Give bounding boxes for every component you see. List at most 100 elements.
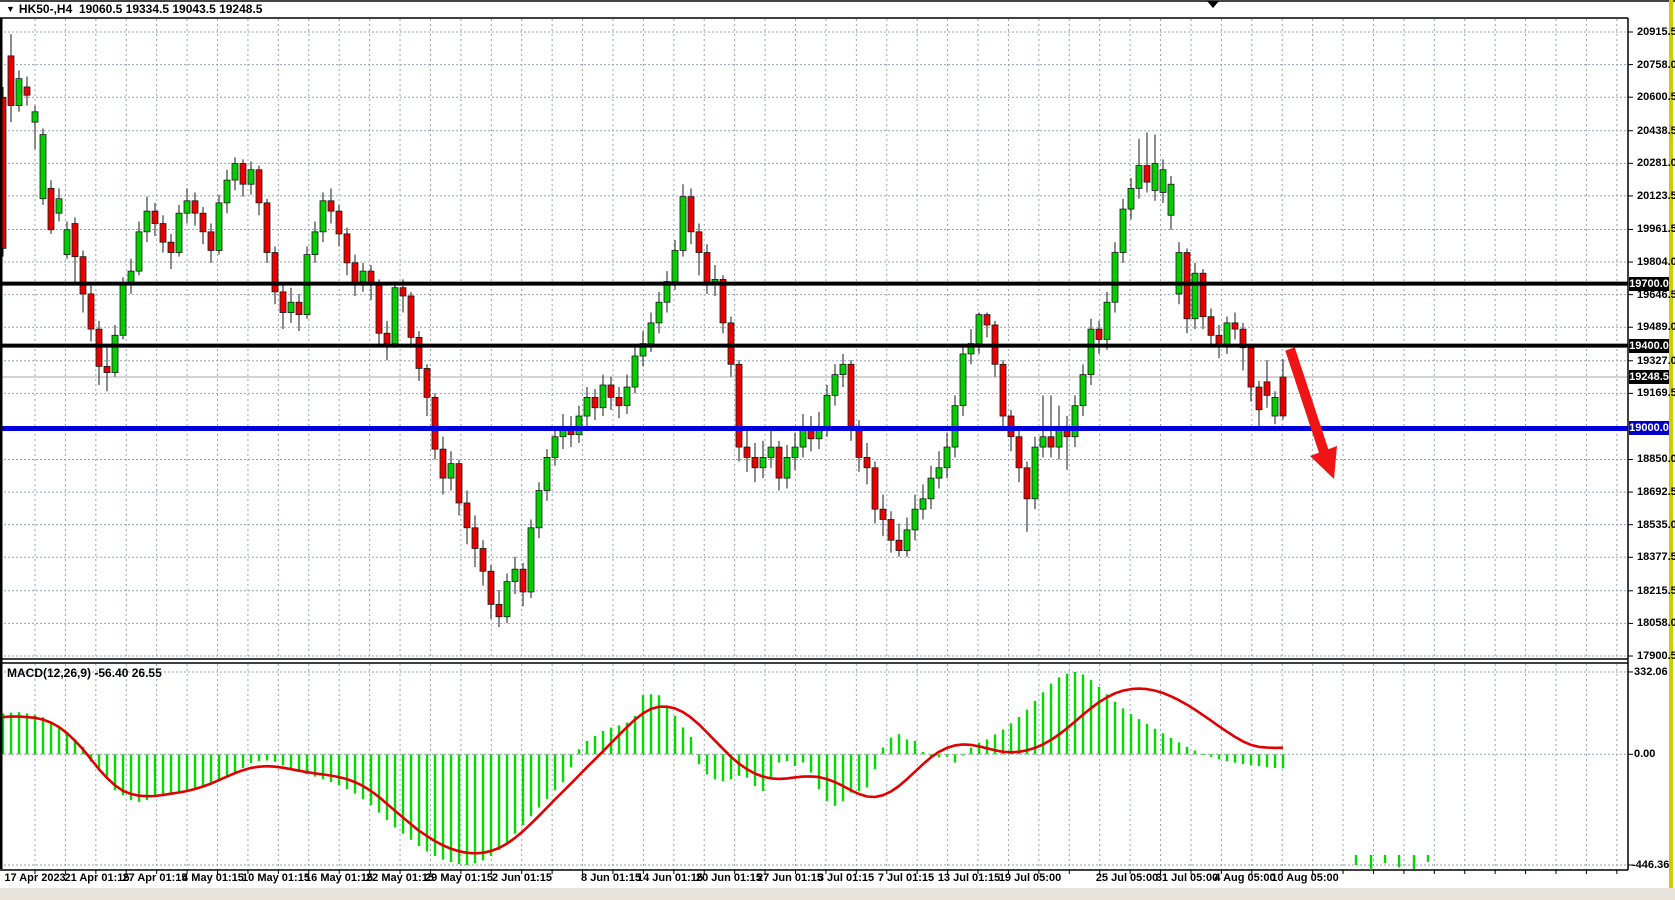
macd-hist-bar <box>785 754 789 761</box>
macd-hist-bar <box>817 754 821 790</box>
candle <box>879 508 887 520</box>
macd-hist-bar <box>825 754 829 801</box>
date-axis-label: 20 Jun 01:15 <box>695 872 763 884</box>
macd-hist-bar <box>305 754 309 775</box>
macd-axis-label: 332.06 <box>1634 665 1668 678</box>
candle <box>1151 163 1159 191</box>
candle <box>527 527 535 593</box>
macd-hist-bar <box>569 754 573 768</box>
title-bar: ▼ HK50-,H4 19060.5 19334.5 19043.5 19248.… <box>6 2 262 16</box>
candle <box>39 134 47 200</box>
candle <box>551 436 559 458</box>
symbol-dropdown-icon[interactable]: ▼ <box>6 4 15 14</box>
candle <box>455 463 463 504</box>
macd-hist-bar <box>105 754 109 780</box>
macd-hist-bar <box>97 754 101 771</box>
macd-hist-bar <box>609 727 613 755</box>
macd-hist-bar <box>273 754 277 762</box>
macd-hist-bar <box>537 754 541 808</box>
macd-hist-bar <box>169 754 173 794</box>
macd-hist-bar <box>729 754 733 780</box>
macd-hist-bar <box>937 754 941 758</box>
macd-hist-bar <box>1129 714 1133 755</box>
candle <box>15 78 23 106</box>
macd-hist-bar <box>577 749 581 755</box>
macd-axis-label: 0.00 <box>1634 748 1656 761</box>
macd-hist-bar <box>889 737 893 755</box>
macd-hist-bar <box>713 754 717 780</box>
candle <box>143 210 151 233</box>
candle <box>495 603 503 618</box>
candle <box>151 210 159 224</box>
down-arrow[interactable] <box>1285 347 1329 454</box>
candle <box>1279 376 1287 417</box>
date-axis-label: 19 Jul 05:00 <box>998 872 1062 884</box>
macd-hist-bar <box>1201 753 1205 755</box>
candle <box>231 163 239 181</box>
date-axis-label: 22 May 01:15 <box>366 872 434 884</box>
level-price-tag: 19000.0 <box>1629 421 1669 436</box>
candle <box>591 396 599 409</box>
macd-hist-bar <box>41 717 45 755</box>
date-axis-label: 4 Aug 05:00 <box>1214 872 1276 884</box>
macd-hist-bar <box>233 754 237 775</box>
macd-hist-bar <box>265 754 269 761</box>
candle <box>655 301 663 324</box>
macd-hist-bar <box>897 734 901 755</box>
macd-hist-bar <box>673 715 677 755</box>
date-axis-label: 21 Apr 01:15 <box>64 872 130 884</box>
ohlc-readout: 19060.5 19334.5 19043.5 19248.5 <box>78 2 263 16</box>
candle <box>391 287 399 344</box>
macd-hist-bar <box>353 754 357 794</box>
price-axis-label: 18692.5 <box>1637 486 1675 499</box>
candle <box>831 374 839 396</box>
candle <box>239 163 247 185</box>
macd-name: MACD(12,26,9) <box>7 666 92 680</box>
candle <box>599 384 607 409</box>
candle <box>1127 187 1135 210</box>
macd-hist-bar <box>1153 728 1157 755</box>
candle <box>199 212 207 233</box>
candle <box>111 334 119 373</box>
date-axis-label: 25 Jul 05:00 <box>1095 872 1159 884</box>
macd-hist-bar <box>641 695 645 755</box>
macd-hist-bar <box>241 754 245 768</box>
candle <box>31 111 39 123</box>
date-axis-label: 27 Jun 01:15 <box>756 872 824 884</box>
macd-hist-bar <box>593 735 597 755</box>
macd-hist-bar <box>793 754 797 766</box>
candle <box>711 279 719 282</box>
macd-hist-bar <box>497 754 501 850</box>
candle <box>175 212 183 253</box>
macd-indicator-label: MACD(12,26,9) -56.40 26.55 <box>7 666 162 680</box>
macd-hist-bar <box>1097 686 1101 755</box>
macd-hist-bar <box>1049 683 1053 755</box>
macd-hist-bar <box>209 754 213 783</box>
candle <box>295 301 303 316</box>
candle <box>55 198 63 214</box>
macd-hist-bar <box>529 754 533 817</box>
candle <box>519 568 527 593</box>
price-axis[interactable] <box>1628 18 1675 870</box>
candle <box>663 281 671 303</box>
candle <box>887 519 895 541</box>
date-axis-label: 17 Apr 2023 <box>4 872 66 884</box>
price-axis-label: 19169.5 <box>1637 387 1675 400</box>
macd-hist-bar <box>1113 701 1117 755</box>
candle <box>207 231 215 251</box>
candle <box>399 287 407 297</box>
macd-hist-bar <box>993 734 997 755</box>
macd-hist-bar <box>545 754 549 799</box>
macd-hist-bar <box>1105 694 1109 755</box>
date-axis[interactable]: 17 Apr 2023 21 Apr 01:15 27 Apr 01:15 4 May… <box>0 871 1675 887</box>
macd-hist-bar <box>65 733 69 755</box>
macd-hist-bar <box>289 754 293 770</box>
candle <box>1247 347 1255 388</box>
macd-hist-bar <box>473 754 477 864</box>
candle <box>7 55 15 106</box>
down-arrow-head[interactable] <box>1310 446 1337 479</box>
macd-hist-bar <box>689 736 693 755</box>
candle <box>615 396 623 407</box>
date-axis-label: 3 Jul 01:15 <box>817 872 875 884</box>
